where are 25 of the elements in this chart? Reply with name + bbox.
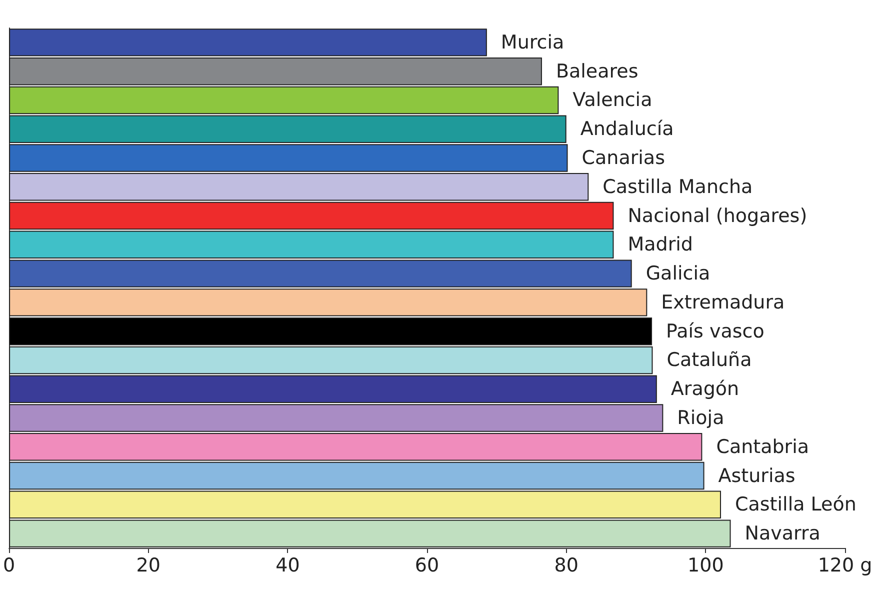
x-tick-label: 120 g [818,554,872,576]
y-tick-label: Valencia [572,89,652,112]
y-tick-label: Canarias [582,147,665,169]
y-tick-label: Cantabria [716,436,810,458]
y-tick-label: País vasco [666,320,764,342]
x-tick-label: 40 [276,554,300,576]
y-tick-label: Andalucía [580,118,674,140]
x-tick-label: 60 [414,554,440,576]
y-tick-label: Navarra [744,522,820,545]
y-tick-label: Extremadura [661,291,785,314]
y-tick-label: Asturias [718,464,796,487]
y-tick-label: Castilla Mancha [602,176,753,198]
y-tick-label: Baleares [556,60,638,82]
y-tick-label: Aragón [670,378,740,400]
y-tick-label: Galicia [646,262,710,285]
y-tick-label: Rioja [677,407,724,429]
y-tick-label: Madrid [628,234,693,256]
y-tick-label: Cataluña [666,349,752,372]
x-tick-label: 100 [688,554,724,576]
x-tick-label: 80 [554,554,578,576]
x-tick-label: 20 [136,554,160,576]
y-tick-label: Castilla León [735,494,856,516]
x-tick-label: 0 [2,554,16,576]
y-tick-label: Nacional (hogares) [628,204,808,227]
y-tick-label: Murcia [500,31,564,54]
